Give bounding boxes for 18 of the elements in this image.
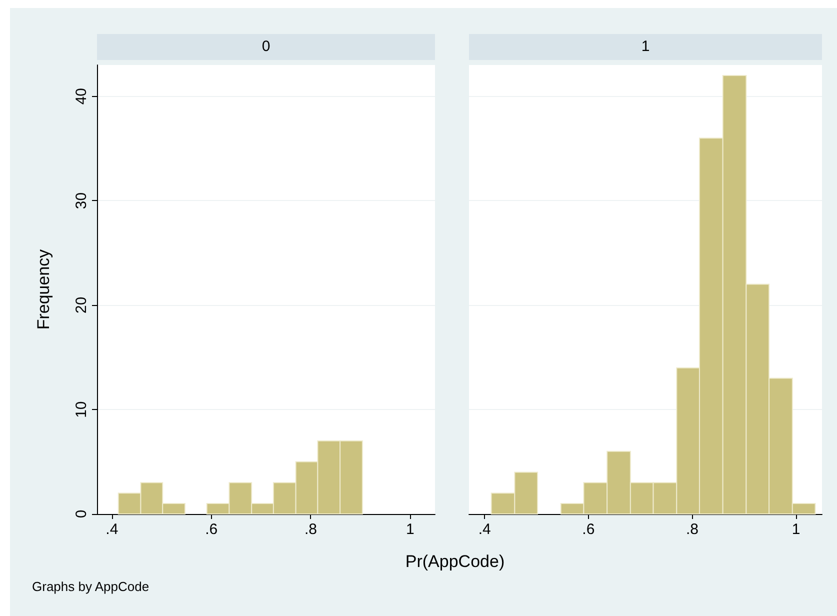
x-tick-label: .6 [582,521,595,538]
y-tick-label: 10 [73,401,90,418]
y-axis-title: Frequency [34,248,53,330]
text: Graphs by AppCode [32,579,150,594]
y-tick-label: 0 [73,510,90,518]
y-tick-label: 20 [73,296,90,314]
x-tick-label: 1 [792,521,800,538]
x-tick-label: .8 [304,521,317,538]
x-tick-label: .8 [686,521,698,538]
y-tick-label: 40 [73,88,90,105]
y-tick-label: 30 [73,192,90,210]
x-tick-label: .4 [106,521,118,538]
x-axis-title: Pr(AppCode) [405,552,505,571]
chart-title: 1 [641,38,650,55]
x-tick-label: .6 [205,521,218,538]
chart-title: 0 [262,38,270,55]
x-tick-label: 1 [406,521,414,538]
x-tick-label: .4 [478,521,491,538]
